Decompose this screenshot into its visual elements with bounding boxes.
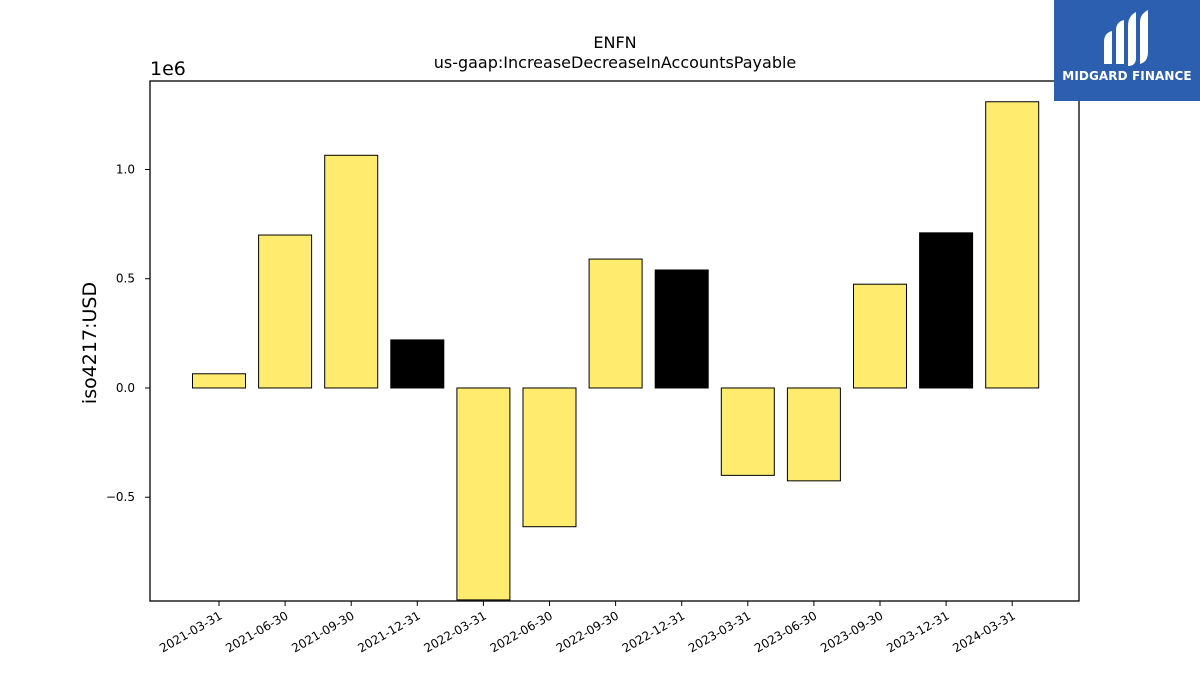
x-tick-label: 2023-03-31 bbox=[686, 608, 753, 655]
bar-2021-03-31 bbox=[192, 373, 246, 389]
y-axis-label: iso4217:USD bbox=[79, 282, 101, 404]
midgard-logo-icon bbox=[1104, 10, 1148, 66]
midgard-logo: MIDGARD FINANCE bbox=[1054, 0, 1200, 101]
bars-group bbox=[192, 101, 1040, 601]
logo-text: MIDGARD FINANCE bbox=[1062, 69, 1192, 83]
x-tick-label: 2023-09-30 bbox=[818, 608, 885, 655]
x-tick-label: 2022-03-31 bbox=[421, 608, 488, 655]
bar-2023-03-31 bbox=[720, 387, 775, 476]
bar-2022-09-30 bbox=[588, 258, 643, 389]
bar-2021-06-30 bbox=[258, 234, 313, 389]
x-tick-label: 2022-06-30 bbox=[488, 608, 555, 655]
y-offset-label: 1e6 bbox=[150, 58, 186, 80]
bar-2023-09-30 bbox=[853, 283, 907, 389]
x-tick-label: 2021-12-31 bbox=[355, 608, 422, 655]
x-tick-label: 2021-09-30 bbox=[289, 608, 356, 655]
x-tick-label: 2023-06-30 bbox=[752, 608, 819, 655]
x-tick-label: 2023-12-31 bbox=[884, 608, 951, 655]
chart-title: ENFN bbox=[593, 33, 636, 52]
chart-subtitle: us-gaap:IncreaseDecreaseInAccountsPayabl… bbox=[434, 53, 797, 72]
x-ticks-group: 2021-03-312021-06-302021-09-302021-12-31… bbox=[157, 601, 1018, 655]
bar-2022-12-31 bbox=[654, 269, 709, 389]
x-tick-label: 2022-09-30 bbox=[554, 608, 621, 655]
y-tick-label: 0.5 bbox=[116, 272, 135, 286]
bar-2021-12-31 bbox=[390, 339, 445, 389]
bar-2023-12-31 bbox=[919, 232, 974, 389]
y-tick-label: 0.0 bbox=[116, 381, 135, 395]
x-tick-label: 2024-03-31 bbox=[950, 608, 1017, 655]
y-tick-label: 1.0 bbox=[116, 162, 135, 176]
plot-frame bbox=[149, 80, 1080, 602]
bar-2024-03-31 bbox=[985, 101, 1040, 389]
x-tick-label: 2021-06-30 bbox=[223, 608, 290, 655]
y-ticks-group: −0.5 0.0 0.5 1.0 bbox=[106, 162, 150, 504]
y-tick-label: −0.5 bbox=[106, 490, 135, 504]
x-tick-label: 2021-03-31 bbox=[157, 608, 224, 655]
bar-2021-09-30 bbox=[324, 154, 379, 389]
bar-2022-06-30 bbox=[522, 387, 577, 528]
x-tick-label: 2022-12-31 bbox=[620, 608, 687, 655]
bar-2023-06-30 bbox=[786, 387, 841, 482]
bar-2022-03-31 bbox=[456, 387, 511, 601]
